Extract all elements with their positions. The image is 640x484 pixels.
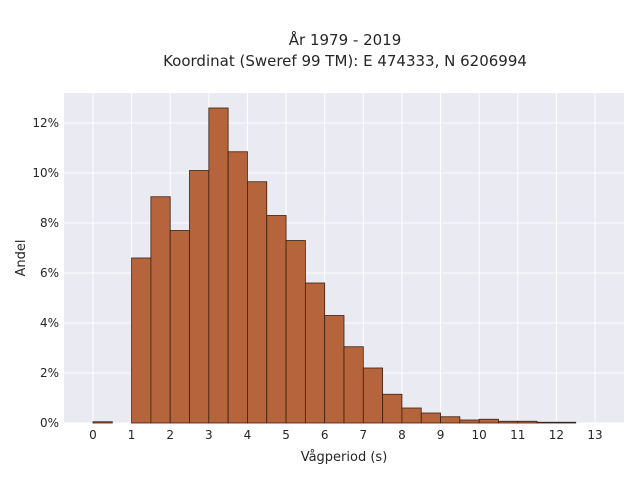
y-tick-label: 2% bbox=[40, 366, 59, 380]
histogram-bar bbox=[362, 367, 384, 424]
x-tick-label: 10 bbox=[472, 428, 487, 442]
x-tick-label: 9 bbox=[437, 428, 445, 442]
x-tick-label: 11 bbox=[510, 428, 525, 442]
histogram-bar bbox=[382, 393, 403, 424]
y-tick-label: 0% bbox=[40, 416, 59, 430]
x-tick-label: 5 bbox=[282, 428, 290, 442]
x-tick-label: 1 bbox=[128, 428, 136, 442]
histogram-bar bbox=[285, 240, 306, 424]
histogram-bar bbox=[169, 230, 190, 424]
y-tick-label: 12% bbox=[32, 116, 59, 130]
histogram-bar bbox=[556, 421, 577, 424]
x-tick-label: 13 bbox=[587, 428, 602, 442]
x-tick-label: 12 bbox=[549, 428, 564, 442]
histogram-bar bbox=[208, 107, 229, 424]
histogram-bar bbox=[304, 282, 326, 424]
histogram-bar bbox=[150, 196, 171, 424]
x-tick-label: 0 bbox=[89, 428, 97, 442]
histogram-bar bbox=[498, 420, 519, 424]
y-tick-label: 8% bbox=[40, 216, 59, 230]
y-tick-label: 4% bbox=[40, 316, 59, 330]
y-tick-label: 6% bbox=[40, 266, 59, 280]
histogram-bar bbox=[517, 420, 538, 424]
x-tick-label: 2 bbox=[166, 428, 174, 442]
histogram-bar bbox=[247, 181, 268, 424]
histogram-bar bbox=[189, 170, 210, 424]
histogram-bar bbox=[92, 421, 113, 424]
y-tick-label: 10% bbox=[32, 166, 59, 180]
histogram-bar bbox=[401, 407, 422, 424]
histogram-bar bbox=[343, 346, 364, 424]
x-axis-label: Vågperiod (s) bbox=[301, 450, 388, 465]
y-axis-label: Andel bbox=[14, 240, 29, 277]
histogram-bar bbox=[324, 315, 345, 424]
x-tick-label: 7 bbox=[359, 428, 367, 442]
histogram-bar bbox=[266, 215, 287, 424]
chart-subtitle: Koordinat (Sweref 99 TM): E 474333, N 62… bbox=[163, 52, 527, 70]
histogram-bar bbox=[478, 418, 499, 424]
x-tick-label: 6 bbox=[321, 428, 329, 442]
histogram-bar bbox=[131, 257, 152, 424]
histogram-bar bbox=[227, 151, 248, 424]
x-tick-label: 4 bbox=[244, 428, 252, 442]
histogram-bar bbox=[536, 421, 557, 424]
chart-title: År 1979 - 2019 bbox=[289, 30, 402, 49]
bar-layer bbox=[92, 107, 577, 424]
x-tick-label: 8 bbox=[398, 428, 406, 442]
tick-layer: 0 1 2 3 4 5 6 7 8 9 10 11 12 130%2%4%6%8%10%12% bbox=[32, 116, 602, 442]
x-tick-label: 3 bbox=[205, 428, 213, 442]
histogram-bar bbox=[420, 412, 441, 424]
histogram-bar bbox=[440, 416, 461, 424]
histogram-bar bbox=[459, 419, 480, 424]
